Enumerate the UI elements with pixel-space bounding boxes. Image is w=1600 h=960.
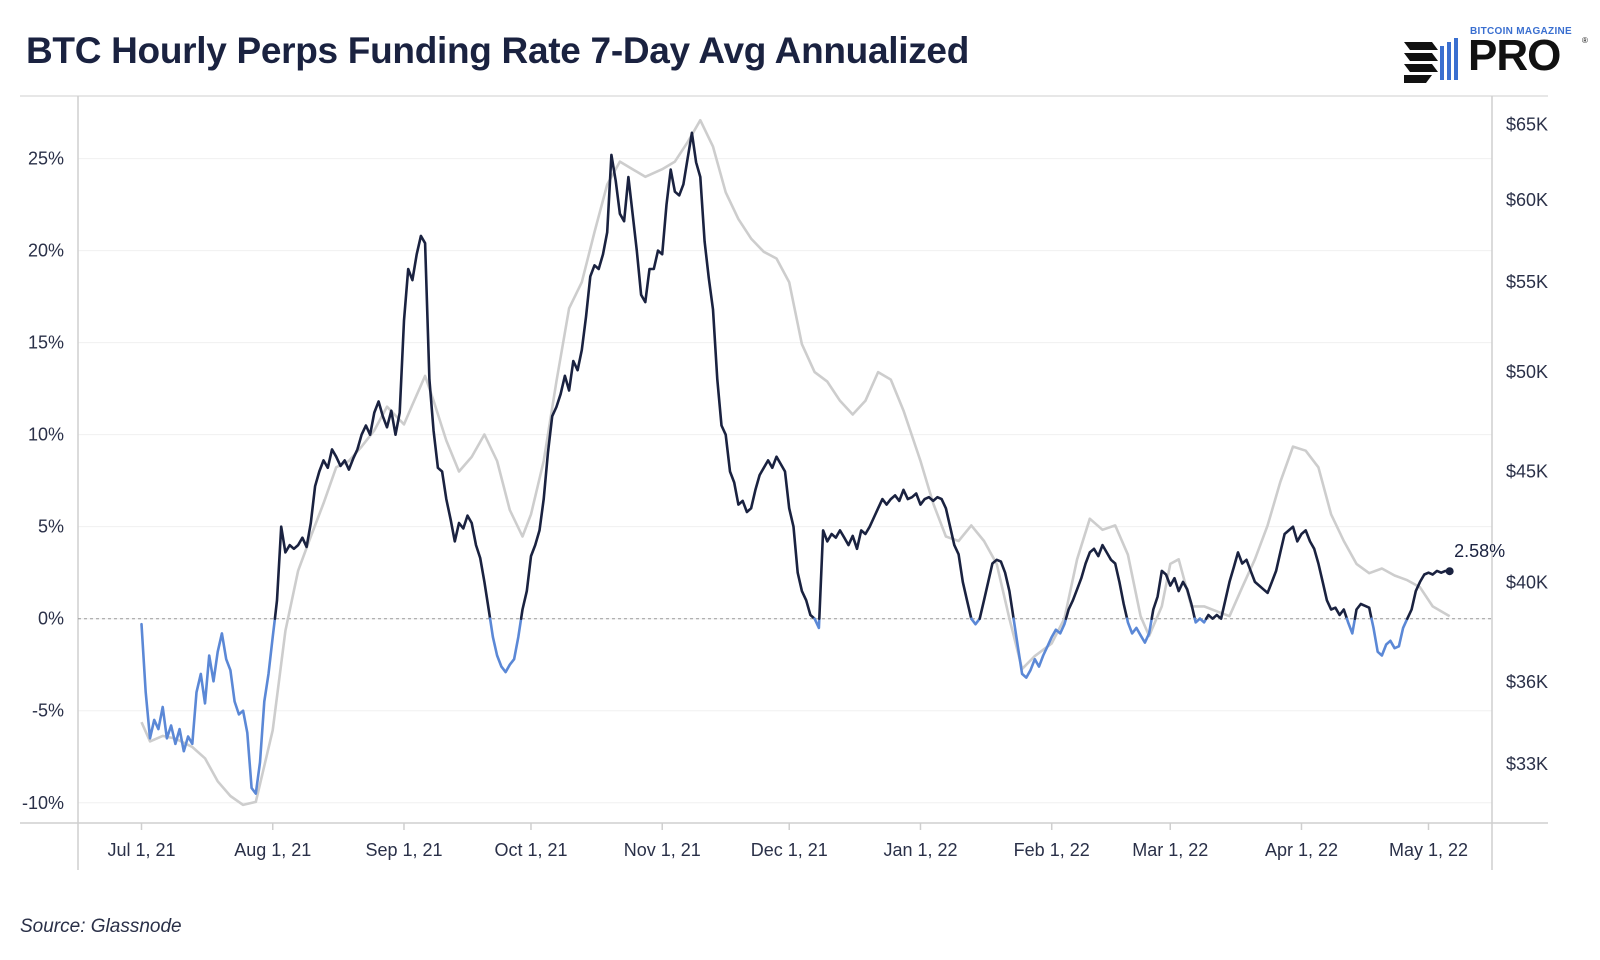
right-tick-label: $50K — [1506, 362, 1548, 382]
funding-segment-positive — [818, 488, 973, 620]
funding-segment-positive — [978, 558, 1015, 620]
left-tick-label: -5% — [32, 701, 64, 721]
funding-segment-negative — [488, 617, 523, 674]
left-tick-label: -10% — [22, 793, 64, 813]
x-tick-label: Feb 1, 22 — [1014, 840, 1090, 860]
logo-registered-mark: ® — [1582, 36, 1588, 45]
price-line — [140, 118, 1451, 807]
price-series — [140, 118, 1451, 807]
x-tick-label: Dec 1, 21 — [751, 840, 828, 860]
funding-segment-negative — [813, 617, 821, 630]
chart-frame — [20, 95, 1548, 870]
x-tick-label: Aug 1, 21 — [234, 840, 311, 860]
left-axis-ticks: 25% 20% 15% 10% 5% 0% -5% -10% — [22, 149, 64, 813]
x-tick-label: Nov 1, 21 — [624, 840, 701, 860]
logo-kicker-text: BITCOIN MAGAZINE — [1470, 26, 1573, 37]
right-tick-label: $36K — [1506, 672, 1548, 692]
funding-segment-negative — [970, 617, 981, 626]
source-note: Source: Glassnode — [20, 916, 182, 937]
funding-segment-negative — [1193, 617, 1202, 624]
right-tick-label: $45K — [1506, 461, 1548, 481]
right-tick-label: $65K — [1506, 115, 1548, 135]
x-tick-label: Oct 1, 21 — [494, 840, 567, 860]
funding-segment-positive — [1353, 602, 1373, 620]
x-tick-label: Apr 1, 22 — [1265, 840, 1338, 860]
right-axis-ticks: $65K $60K $55K $50K $45K $40K $36K $33K — [1506, 115, 1548, 774]
funding-segment-negative — [1198, 617, 1208, 624]
right-tick-label: $33K — [1506, 754, 1548, 774]
funding-segment-positive — [273, 234, 492, 620]
bitcoin-magazine-pro-logo: BITCOIN MAGAZINE PRO ® — [1404, 26, 1588, 83]
funding-segment-negative — [1125, 617, 1153, 644]
funding-rate-series — [140, 131, 1451, 795]
last-value-marker — [1445, 567, 1454, 576]
logo-stripes-icon — [1404, 38, 1458, 83]
funding-segment-negative — [1370, 617, 1409, 657]
left-tick-label: 10% — [28, 425, 64, 445]
chart-title: BTC Hourly Perps Funding Rate 7-Day Avg … — [26, 30, 969, 71]
funding-segment-positive — [1406, 569, 1451, 620]
right-tick-label: $60K — [1506, 190, 1548, 210]
x-tick-label: Jul 1, 21 — [107, 840, 175, 860]
x-axis-ticks: Jul 1, 21 Aug 1, 21 Sep 1, 21 Oct 1, 21 Nov … — [107, 823, 1468, 860]
funding-segment-negative — [1012, 617, 1068, 679]
funding-segment-positive — [1150, 569, 1197, 620]
left-tick-label: 0% — [38, 609, 64, 629]
left-tick-label: 25% — [28, 149, 64, 169]
x-tick-label: May 1, 22 — [1389, 840, 1468, 860]
left-tick-label: 5% — [38, 517, 64, 537]
left-tick-label: 15% — [28, 333, 64, 353]
funding-segment-positive — [519, 131, 816, 620]
funding-segment-negative — [140, 617, 277, 795]
funding-segment-positive — [1064, 543, 1129, 620]
funding-segment-positive — [1204, 525, 1349, 620]
logo-word-text: PRO — [1468, 31, 1561, 80]
left-tick-label: 20% — [28, 241, 64, 261]
x-tick-label: Mar 1, 22 — [1132, 840, 1208, 860]
last-value-label: 2.58% — [1454, 541, 1505, 561]
right-tick-label: $55K — [1506, 272, 1548, 292]
x-tick-label: Sep 1, 21 — [365, 840, 442, 860]
annotation-layer: 2.58% — [1445, 541, 1505, 576]
funding-segment-negative — [1345, 617, 1357, 635]
x-tick-label: Jan 1, 22 — [883, 840, 957, 860]
right-tick-label: $40K — [1506, 573, 1548, 593]
